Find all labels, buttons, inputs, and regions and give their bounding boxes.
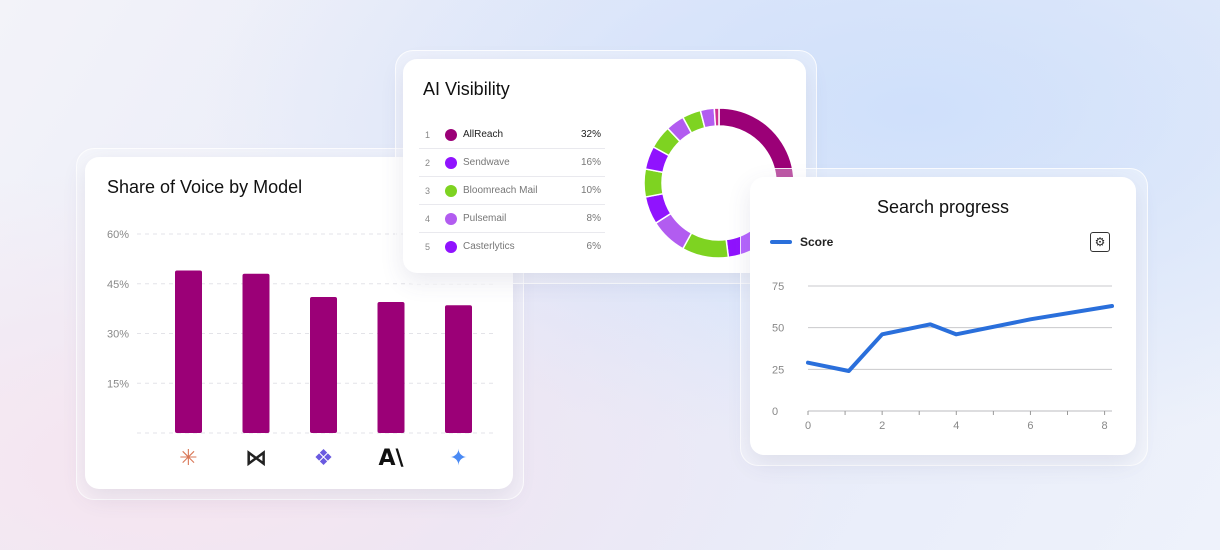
- x-tick-label: 8: [1102, 420, 1108, 432]
- color-dot: [445, 156, 457, 169]
- score-line[interactable]: [806, 304, 1114, 373]
- y-tick-label: 45%: [107, 279, 129, 291]
- rank: 3: [425, 185, 431, 196]
- list-item[interactable]: 3 Bloomreach Mail 10%: [419, 177, 605, 205]
- perplexity-icon: ⋈: [245, 446, 267, 471]
- bar[interactable]: [310, 297, 337, 433]
- list-item[interactable]: 4 Pulsemail 8%: [419, 205, 605, 233]
- gemini-icon: ✦: [449, 446, 467, 471]
- list-item[interactable]: 2 Sendwave 16%: [419, 149, 605, 177]
- brand-percent: 32%: [580, 129, 601, 140]
- ai-visibility-card: AI Visibility 1 AllReach 32% 2 Sendwave …: [403, 59, 806, 273]
- search-progress-chart: 0 25 50 75 0 2 4 6 8: [772, 281, 1114, 432]
- brand-percent: 8%: [586, 213, 601, 224]
- brand-name: Bloomreach Mail: [463, 185, 538, 196]
- donut-slice[interactable]: [643, 168, 664, 198]
- brand-name: Pulsemail: [463, 213, 507, 224]
- legend-swatch: [770, 240, 792, 244]
- y-tick-label: 60%: [107, 229, 129, 241]
- color-dot: [445, 184, 457, 197]
- ai-visibility-title: AI Visibility: [423, 79, 510, 99]
- y-tick-label: 50: [772, 323, 784, 335]
- rank: 1: [425, 129, 431, 140]
- search-progress-title: Search progress: [876, 197, 1010, 217]
- copilot-icon: ❖: [314, 446, 334, 471]
- rank: 2: [425, 157, 431, 168]
- chart-legend[interactable]: Score: [770, 235, 833, 249]
- x-tick-label: 4: [953, 420, 959, 432]
- y-tick-label: 75: [772, 281, 784, 293]
- rank: 5: [425, 241, 431, 252]
- brand-name: Casterlytics: [463, 241, 515, 252]
- brand-percent: 10%: [580, 185, 601, 196]
- search-progress-card: Search progress Score ⚙ 0 25 50 75 0 2 4 6 8: [750, 177, 1136, 455]
- bar[interactable]: [242, 273, 270, 433]
- rank: 4: [425, 213, 431, 224]
- brand-percent: 16%: [580, 157, 601, 168]
- list-item[interactable]: 1 AllReach 32%: [419, 121, 605, 149]
- donut-slice[interactable]: [713, 107, 720, 127]
- color-dot: [445, 128, 457, 141]
- y-tick-label: 30%: [107, 329, 129, 341]
- legend-label: Score: [800, 235, 834, 249]
- brand-percent: 6%: [586, 241, 601, 252]
- bar[interactable]: [377, 301, 405, 433]
- share-of-voice-title: Share of Voice by Model: [107, 177, 303, 197]
- gear-icon[interactable]: ⚙: [1090, 232, 1110, 252]
- x-tick-label: 2: [879, 420, 885, 432]
- y-tick-label: 0: [772, 406, 778, 418]
- y-tick-label: 15%: [107, 378, 129, 390]
- bar[interactable]: [445, 305, 472, 433]
- x-tick-label: 6: [1027, 420, 1033, 432]
- brand-name: AllReach: [463, 129, 504, 140]
- brand-name: Sendwave: [463, 157, 510, 168]
- y-tick-label: 25: [772, 364, 784, 376]
- claude-icon: ✳: [179, 446, 197, 471]
- anthropic-icon: A\: [378, 446, 404, 471]
- x-tick-label: 0: [805, 420, 811, 432]
- list-item[interactable]: 5 Casterlytics 6%: [419, 233, 605, 260]
- color-dot: [445, 240, 457, 253]
- bar[interactable]: [175, 270, 202, 433]
- color-dot: [445, 212, 457, 225]
- visibility-ranking-list: 1 AllReach 32% 2 Sendwave 16% 3 Bloomrea…: [419, 121, 605, 260]
